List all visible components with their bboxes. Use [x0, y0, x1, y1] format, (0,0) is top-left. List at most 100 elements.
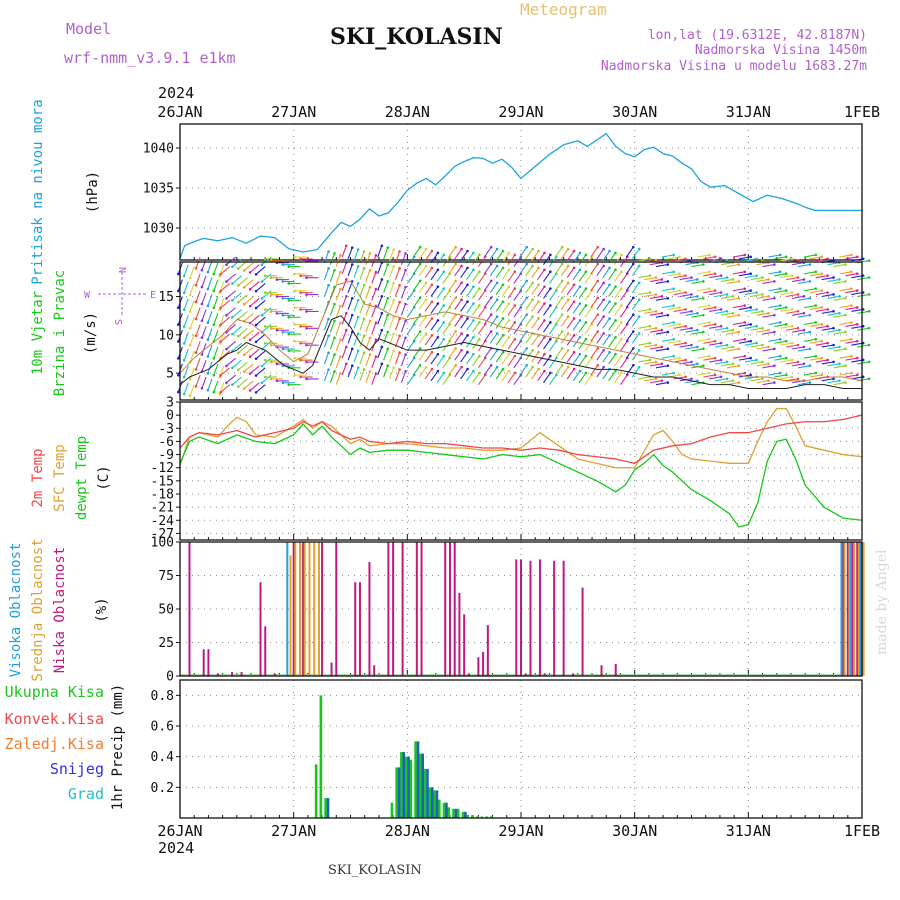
wind-arrow: [780, 291, 793, 296]
wind-arrow-head: [855, 272, 859, 276]
wind-arrow: [335, 356, 341, 368]
wind-arrow-head: [275, 278, 279, 281]
wind-arrow-head: [672, 270, 676, 274]
wind-arrow-head: [584, 371, 588, 375]
wind-arrow: [774, 273, 787, 277]
wind-arrow-head: [418, 347, 422, 350]
wind-arrow-head: [808, 263, 812, 266]
wind-arrow: [377, 262, 383, 275]
wind-arrow: [341, 279, 347, 291]
wind-arrow-head: [212, 390, 216, 394]
wind-arrow: [750, 344, 763, 348]
wind-arrow-head: [182, 392, 186, 396]
wind-arrow-head: [719, 308, 723, 311]
wind-arrow-head: [755, 308, 758, 311]
wind-arrow-head: [404, 252, 407, 255]
wind-arrow-head: [478, 253, 481, 257]
wind-arrow-head: [299, 291, 302, 294]
wind-arrow-head: [713, 255, 717, 259]
wind-arrow: [578, 355, 587, 367]
wind-arrow: [232, 292, 242, 301]
wind-arrow: [406, 357, 415, 369]
wind-arrow-head: [737, 347, 741, 351]
wind-arrow: [418, 366, 427, 378]
wind-arrow: [377, 346, 383, 359]
wind-arrow: [389, 316, 395, 329]
wind-arrow: [477, 357, 486, 369]
wind-arrow-head: [696, 295, 699, 298]
wind-arrow: [590, 280, 599, 292]
wind-arrow-head: [275, 362, 279, 366]
wind-arrow: [625, 297, 634, 308]
wind-arrow: [501, 252, 510, 264]
wind-arrow-head: [743, 270, 747, 274]
wind-arrow: [183, 264, 189, 277]
wind-arrow-head: [572, 283, 576, 287]
wind-arrow: [602, 301, 611, 312]
wind-arrow: [786, 344, 799, 348]
wind-arrow: [213, 279, 219, 292]
wind-arrow: [424, 301, 433, 312]
wind-arrow-head: [345, 311, 348, 315]
wind-arrow: [448, 331, 457, 342]
wind-arrow-head: [219, 391, 222, 394]
wind-arrow: [472, 288, 480, 299]
wind-arrow: [519, 280, 528, 292]
wind-arrow-head: [572, 249, 576, 253]
wind-arrow: [261, 357, 272, 367]
wind-arrow-head: [572, 317, 576, 320]
wind-arrow: [709, 258, 722, 262]
wind-arrow: [232, 275, 242, 284]
wind-arrow: [418, 299, 427, 310]
wind-arrow-head: [867, 377, 871, 381]
wind-arrow-head: [596, 347, 600, 350]
wind-arrow: [261, 324, 272, 333]
credit-label: made by Angel: [874, 549, 890, 655]
wind-arrow-head: [478, 304, 481, 307]
wind-arrow: [602, 284, 611, 295]
wind-arrow-head: [808, 313, 812, 317]
wind-arrow-head: [231, 299, 234, 302]
wind-arrow-head: [398, 334, 401, 338]
wind-arrow-head: [566, 264, 570, 268]
wind-arrow-head: [596, 296, 600, 300]
wind-arrow-head: [442, 304, 446, 307]
cloud-bar: [392, 542, 395, 676]
wind-arrow-head: [513, 354, 517, 358]
wind-arrow: [572, 286, 581, 297]
wind-arrow: [566, 267, 575, 279]
wind-arrow: [347, 264, 353, 276]
wind-arrow-head: [614, 352, 617, 356]
cloud-bar: [843, 542, 846, 676]
wind-arrow-head: [466, 266, 469, 270]
wind-arrow: [430, 269, 439, 280]
wind-arrow: [220, 299, 231, 309]
wind-arrow-head: [620, 321, 623, 324]
wind-arrow: [851, 308, 864, 312]
wind-arrow-head: [826, 291, 829, 294]
wind-arrow-head: [182, 325, 186, 328]
wind-arrow: [207, 378, 213, 391]
wind-arrow: [359, 301, 365, 314]
wind-arrow: [661, 372, 674, 376]
wind-arrow-head: [654, 377, 658, 381]
wind-arrow: [572, 353, 581, 365]
wind-arrow: [815, 308, 828, 312]
wind-arrow-head: [350, 263, 354, 266]
wind-arrow: [673, 258, 686, 262]
wind-arrow: [614, 372, 622, 384]
wind-arrow-head: [507, 369, 511, 373]
wind-arrow: [578, 372, 587, 384]
wind-arrow-head: [820, 323, 824, 326]
wind-arrow-head: [472, 302, 475, 305]
wind-arrow-head: [614, 285, 617, 288]
wind-arrow: [572, 320, 581, 331]
wind-arrow: [501, 320, 510, 331]
wind-arrow: [501, 286, 510, 297]
wind-arrow: [412, 280, 421, 292]
wind-arrow-head: [678, 255, 681, 259]
wind-arrow: [845, 323, 858, 327]
wind-arrow: [442, 273, 451, 284]
wind-arrow-head: [206, 287, 210, 291]
wind-arrow-head: [418, 296, 422, 300]
